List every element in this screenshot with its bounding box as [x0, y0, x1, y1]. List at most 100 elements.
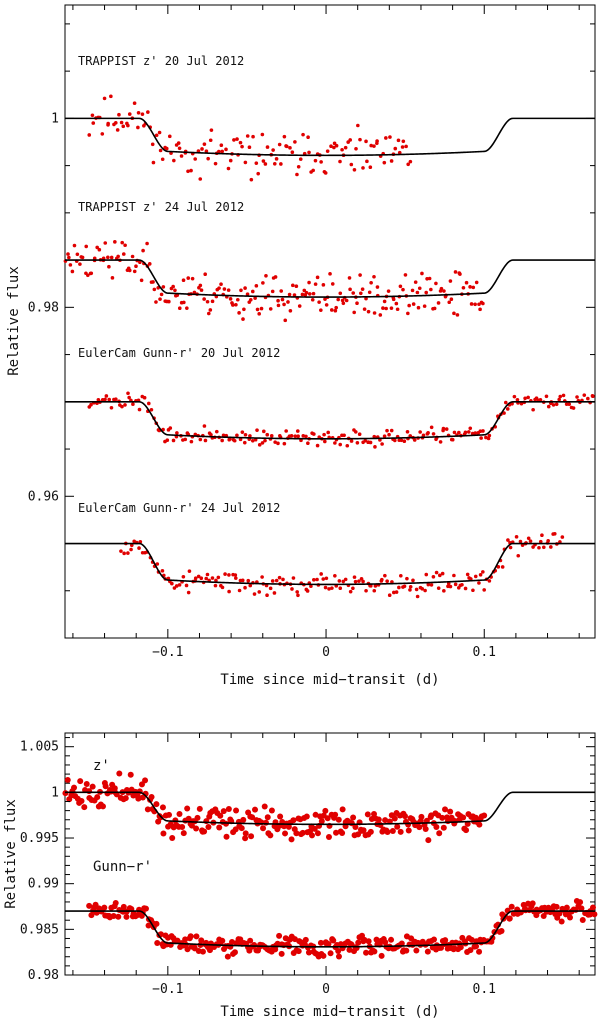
data-point [64, 777, 71, 784]
data-point [388, 135, 392, 139]
data-point [341, 579, 346, 584]
data-point [407, 303, 411, 308]
data-point [288, 309, 293, 313]
data-point [373, 936, 380, 943]
data-point [355, 831, 362, 838]
data-point [126, 391, 130, 396]
data-point [301, 132, 305, 137]
data-point [210, 576, 215, 580]
data-point [385, 579, 389, 583]
data-point [352, 575, 357, 579]
data-point [460, 814, 467, 821]
data-point [351, 586, 355, 591]
data-point [438, 573, 442, 578]
data-point [345, 443, 350, 448]
data-point [447, 808, 454, 815]
data-point [479, 436, 483, 440]
data-point [383, 573, 387, 578]
data-point [408, 588, 412, 592]
data-point [263, 162, 268, 166]
data-point [109, 94, 113, 99]
top-model-curves [65, 117, 595, 586]
data-point [333, 308, 338, 313]
data-point [296, 593, 300, 598]
data-point [214, 578, 218, 583]
data-point [334, 305, 338, 310]
data-point [423, 588, 427, 593]
data-point [384, 829, 391, 836]
data-point [261, 281, 265, 285]
data-point [199, 288, 204, 292]
data-point [66, 252, 70, 256]
data-point [380, 442, 384, 446]
data-point [208, 308, 213, 312]
data-point [519, 401, 524, 406]
data-point [103, 397, 107, 402]
data-point [245, 292, 250, 296]
data-point [237, 588, 242, 593]
data-point [463, 430, 468, 435]
data-point [179, 154, 184, 158]
data-point [386, 289, 391, 293]
data-point [465, 572, 470, 577]
data-point [298, 157, 303, 161]
data-point [293, 830, 300, 837]
data-point [452, 430, 457, 435]
data-point [436, 301, 441, 305]
data-point [506, 915, 513, 922]
data-point [540, 913, 547, 920]
data-point [372, 434, 377, 439]
data-point [367, 290, 372, 295]
bottom-axes-frame [64, 732, 596, 976]
bottom-model-curves [65, 791, 595, 948]
data-point [372, 274, 376, 279]
data-point [382, 817, 389, 824]
data-point [389, 827, 396, 834]
data-point [389, 428, 394, 433]
data-point [260, 575, 264, 579]
data-point [242, 440, 247, 445]
data-point [198, 937, 205, 944]
data-point [358, 137, 362, 142]
data-point [219, 937, 226, 944]
data-point [213, 161, 218, 166]
data-point [83, 780, 90, 787]
data-point [242, 830, 249, 837]
data-point [232, 438, 237, 443]
data-point [415, 594, 420, 599]
data-point [546, 404, 551, 409]
model-curve-0-1 [65, 259, 595, 298]
data-point [247, 145, 252, 150]
data-point [265, 432, 270, 437]
data-point [463, 586, 468, 591]
data-point [449, 297, 454, 302]
data-point [122, 795, 129, 802]
data-point [229, 939, 235, 946]
data-point [529, 900, 536, 907]
data-point [184, 946, 191, 953]
data-point [390, 580, 394, 584]
data-point [391, 815, 398, 822]
data-point [287, 292, 292, 297]
data-point [349, 439, 354, 443]
data-point [131, 402, 135, 406]
data-point [154, 133, 159, 138]
data-point [414, 587, 419, 592]
data-point [384, 136, 388, 140]
data-point [477, 302, 481, 307]
data-point [136, 111, 141, 115]
top-y-axis-label: Relative flux [6, 266, 22, 376]
data-point [440, 824, 447, 831]
data-point [109, 255, 114, 260]
data-point [121, 252, 126, 256]
data-point [402, 584, 407, 589]
data-point [352, 824, 359, 831]
data-point [482, 588, 487, 592]
data-point [299, 829, 306, 836]
data-point [70, 269, 75, 274]
data-point [264, 814, 271, 821]
data-point [393, 146, 398, 151]
data-point [322, 807, 329, 814]
data-point [309, 584, 313, 589]
data-point [148, 793, 155, 800]
